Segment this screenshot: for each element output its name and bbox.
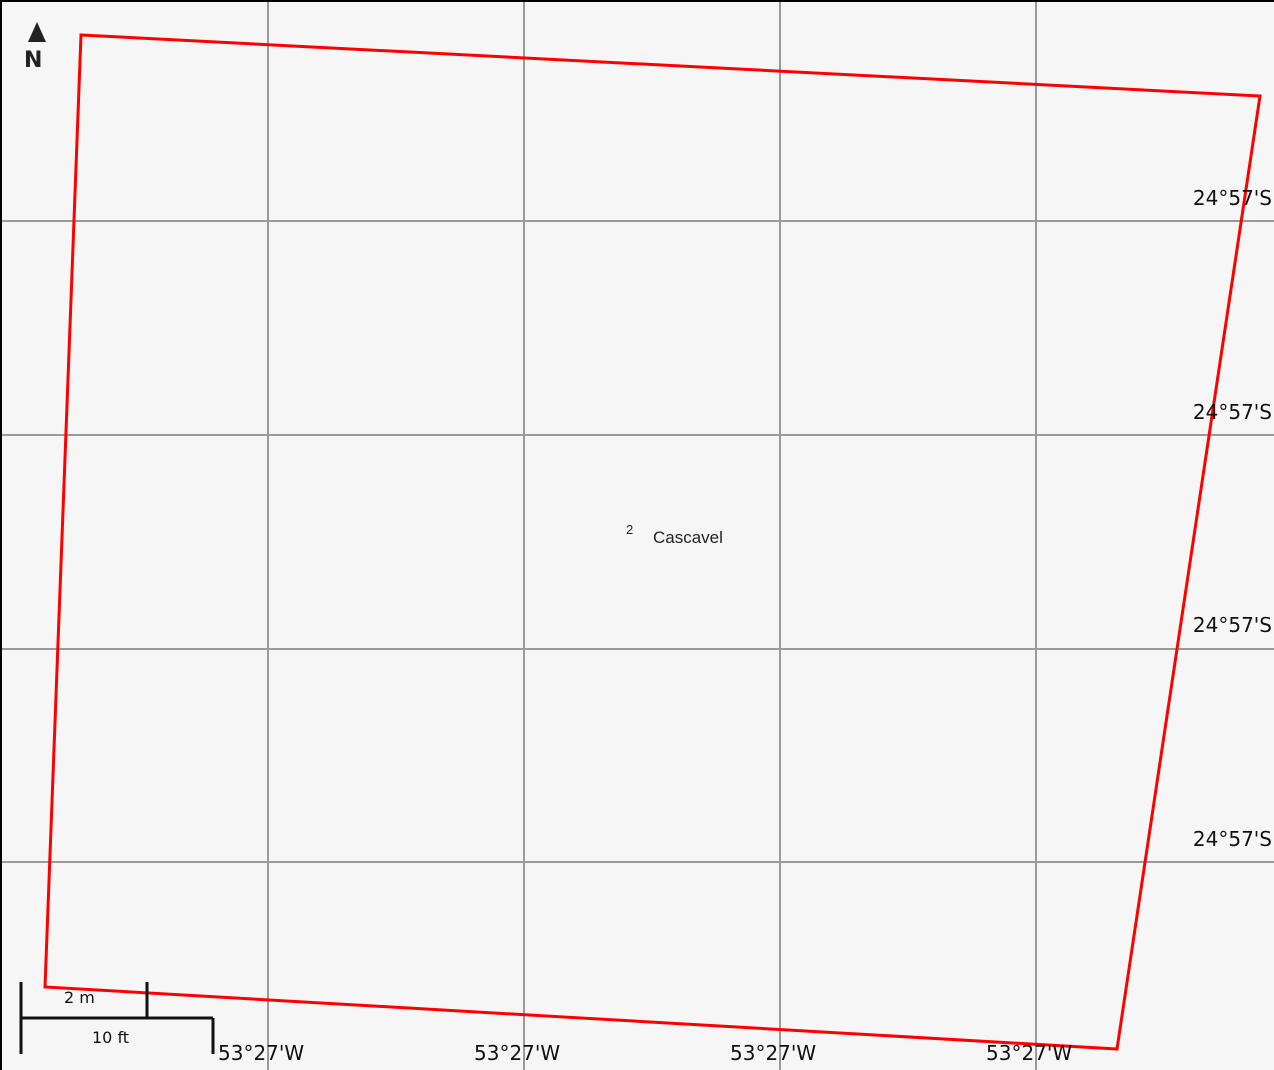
longitude-label: 53°27'W <box>986 1041 1073 1065</box>
longitude-label: 53°27'W <box>474 1041 561 1065</box>
latitude-label: 24°57'S <box>1192 613 1272 637</box>
place-label[interactable]: Cascavel <box>653 528 723 547</box>
north-arrow-label: N <box>24 48 43 73</box>
longitude-label: 53°27'W <box>218 1041 305 1065</box>
place-number: 2 <box>626 522 634 537</box>
scale-bar-metric-label: 2 m <box>64 988 95 1007</box>
north-arrow-icon <box>28 22 46 42</box>
boundary-polygon[interactable] <box>43 33 1262 1051</box>
latitude-label: 24°57'S <box>1192 827 1272 851</box>
scale-bar <box>19 982 215 1054</box>
scale-bar-imperial-label: 10 ft <box>92 1028 130 1047</box>
longitude-label: 53°27'W <box>730 1041 817 1065</box>
latitude-label: 24°57'S <box>1192 186 1272 210</box>
latitude-label: 24°57'S <box>1192 400 1272 424</box>
